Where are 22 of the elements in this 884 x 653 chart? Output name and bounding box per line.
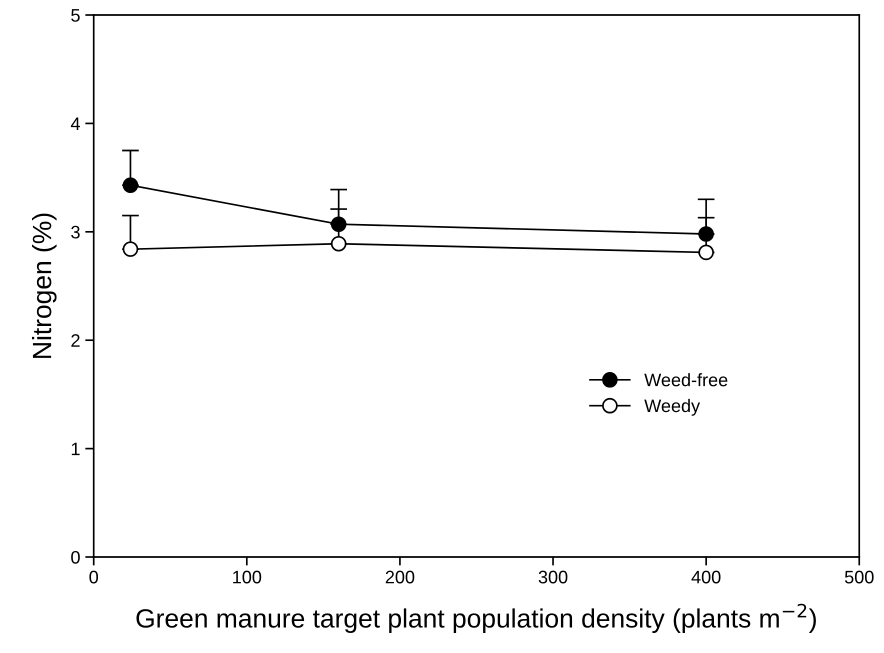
point xyxy=(698,226,714,242)
x-tick-label: 0 xyxy=(89,570,98,584)
y-tick-label: 5 xyxy=(71,9,80,22)
x-tick-label: 400 xyxy=(691,570,720,584)
y-tick-label: 0 xyxy=(71,550,80,564)
x-axis-title: Green manure target plant population density (plants m$^{−2}$) xyxy=(136,604,816,633)
x-tick-label: 200 xyxy=(386,570,414,584)
x-tick-label: 300 xyxy=(538,570,568,584)
legend-label: Weed-free xyxy=(644,373,728,386)
y-axis-title: Nitrogen (%) xyxy=(32,214,57,358)
point xyxy=(122,241,138,257)
x-tick-label: 100 xyxy=(233,570,262,584)
legend-label: Weedy xyxy=(644,398,700,416)
x-tick-label: 500 xyxy=(844,570,874,584)
y-tick-label: 1 xyxy=(72,442,80,456)
y-tick-label: 2 xyxy=(71,334,80,347)
point xyxy=(330,236,346,252)
y-tick-label: 3 xyxy=(71,226,80,239)
y-tick-label: 4 xyxy=(70,118,80,130)
point xyxy=(698,244,714,260)
point xyxy=(122,177,138,193)
point xyxy=(330,216,346,232)
